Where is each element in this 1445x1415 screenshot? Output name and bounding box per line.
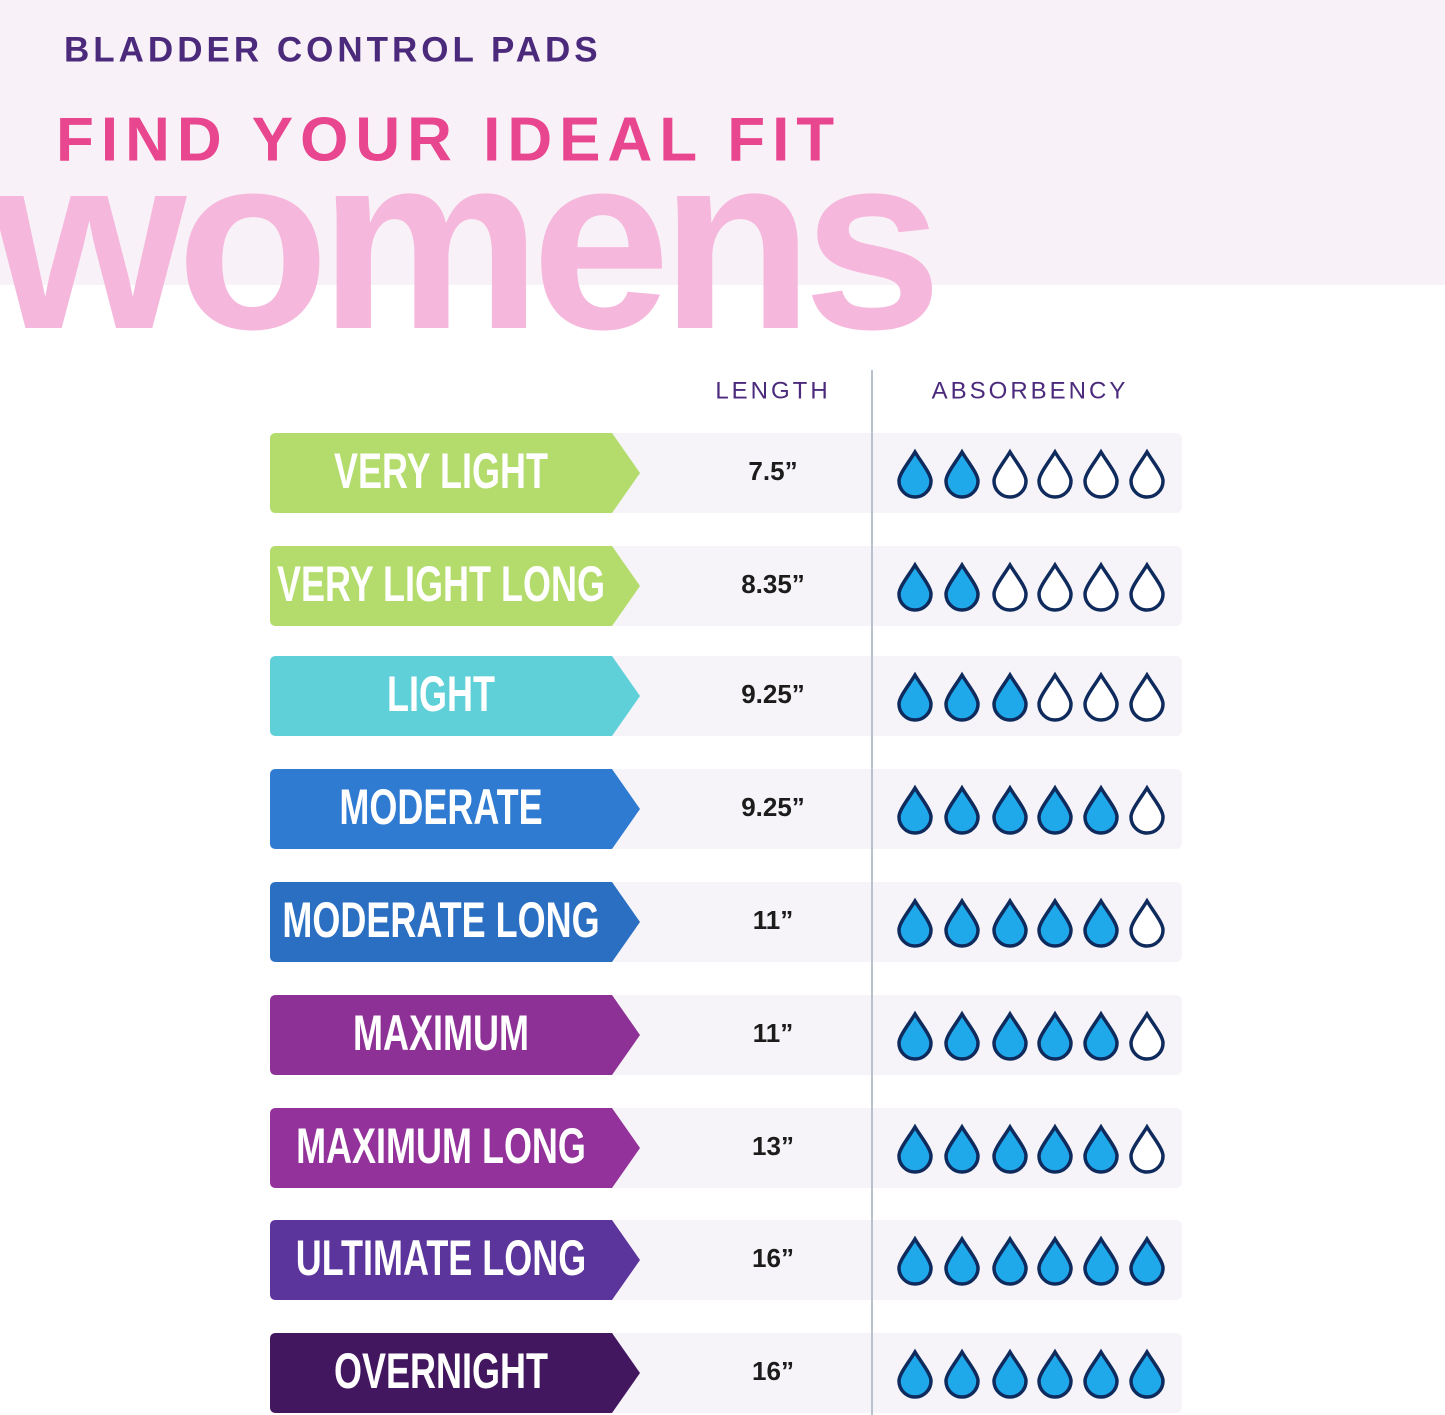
row-label: MAXIMUM <box>353 1007 529 1062</box>
rows: VERY LIGHT 7.5” VERY LIGHT LONG 8.35” LIGHT 9… <box>270 433 1182 1413</box>
drop-filled <box>1083 784 1119 835</box>
drop-filled <box>1083 1348 1119 1399</box>
drop-filled <box>1037 1123 1073 1174</box>
length: 11” <box>753 905 794 935</box>
drop-filled <box>1037 1348 1073 1399</box>
drop-empty <box>1129 1010 1165 1061</box>
drop-filled <box>1129 1348 1165 1399</box>
title: FIND YOUR IDEAL FIT <box>56 105 841 174</box>
drop-filled <box>944 784 980 835</box>
header-band <box>0 0 1445 285</box>
drop-filled <box>1083 1235 1119 1286</box>
drop-empty <box>1129 671 1165 722</box>
drop-filled <box>992 784 1028 835</box>
drop-filled <box>897 1010 933 1061</box>
drop-filled <box>897 784 933 835</box>
label-arrow <box>270 1108 640 1188</box>
drop-filled <box>1083 1010 1119 1061</box>
label-arrow <box>270 656 640 736</box>
drop-filled <box>1037 784 1073 835</box>
row-label: MODERATE <box>339 781 542 836</box>
row-label: VERY LIGHT <box>334 445 548 500</box>
drop-filled <box>944 897 980 948</box>
drop-empty <box>1083 448 1119 499</box>
drop-empty <box>1083 561 1119 612</box>
drop-empty <box>1129 1123 1165 1174</box>
label-arrow <box>270 1333 640 1413</box>
drop-filled <box>944 1348 980 1399</box>
drop-filled <box>1083 1123 1119 1174</box>
length: 8.35” <box>741 569 805 599</box>
drop-filled <box>897 1348 933 1399</box>
drop-filled <box>897 448 933 499</box>
label-arrow <box>270 546 640 626</box>
drop-filled <box>897 897 933 948</box>
drop-empty <box>1129 561 1165 612</box>
drop-empty <box>992 448 1028 499</box>
drop-filled <box>897 671 933 722</box>
drop-filled <box>897 1123 933 1174</box>
drop-filled <box>897 561 933 612</box>
drop-filled <box>992 1010 1028 1061</box>
drop-filled <box>992 1348 1028 1399</box>
drop-filled <box>1083 897 1119 948</box>
drop-filled <box>897 1235 933 1286</box>
label-arrow <box>270 995 640 1075</box>
length: 11” <box>753 1018 794 1048</box>
watermark: womens <box>0 102 932 381</box>
drop-filled <box>944 448 980 499</box>
drop-filled <box>992 1235 1028 1286</box>
row-label: MAXIMUM LONG <box>296 1120 586 1175</box>
label-arrow <box>270 433 640 513</box>
drop-empty <box>1037 448 1073 499</box>
row-label: VERY LIGHT LONG <box>277 558 605 613</box>
drop-empty <box>1129 784 1165 835</box>
length: 7.5” <box>748 456 797 486</box>
drop-empty <box>1037 561 1073 612</box>
label-arrow <box>270 882 640 962</box>
drop-filled <box>1037 1235 1073 1286</box>
drop-filled <box>1037 897 1073 948</box>
drop-filled <box>1129 1235 1165 1286</box>
drop-filled <box>944 671 980 722</box>
column-header: LENGTH <box>715 377 830 404</box>
drop-empty <box>1083 671 1119 722</box>
row-label: LIGHT <box>387 668 495 723</box>
label-arrow <box>270 1220 640 1300</box>
drop-filled <box>992 1123 1028 1174</box>
length: 9.25” <box>741 792 805 822</box>
drop-filled <box>944 1235 980 1286</box>
drop-empty <box>992 561 1028 612</box>
drop-filled <box>944 1010 980 1061</box>
length: 16” <box>752 1243 794 1273</box>
drop-empty <box>1129 897 1165 948</box>
length: 13” <box>752 1131 794 1161</box>
row-label: MODERATE LONG <box>282 894 599 949</box>
drop-filled <box>992 671 1028 722</box>
label-arrow <box>270 769 640 849</box>
row-label: OVERNIGHT <box>334 1345 548 1400</box>
column-header: ABSORBENCY <box>932 377 1129 404</box>
drop-filled <box>944 1123 980 1174</box>
kicker: BLADDER CONTROL PADS <box>64 30 602 69</box>
drop-empty <box>1129 448 1165 499</box>
drop-filled <box>1037 1010 1073 1061</box>
length: 16” <box>752 1356 794 1386</box>
row-label: ULTIMATE LONG <box>296 1232 586 1287</box>
drop-filled <box>992 897 1028 948</box>
drop-empty <box>1037 671 1073 722</box>
drop-filled <box>944 561 980 612</box>
length: 9.25” <box>741 679 805 709</box>
